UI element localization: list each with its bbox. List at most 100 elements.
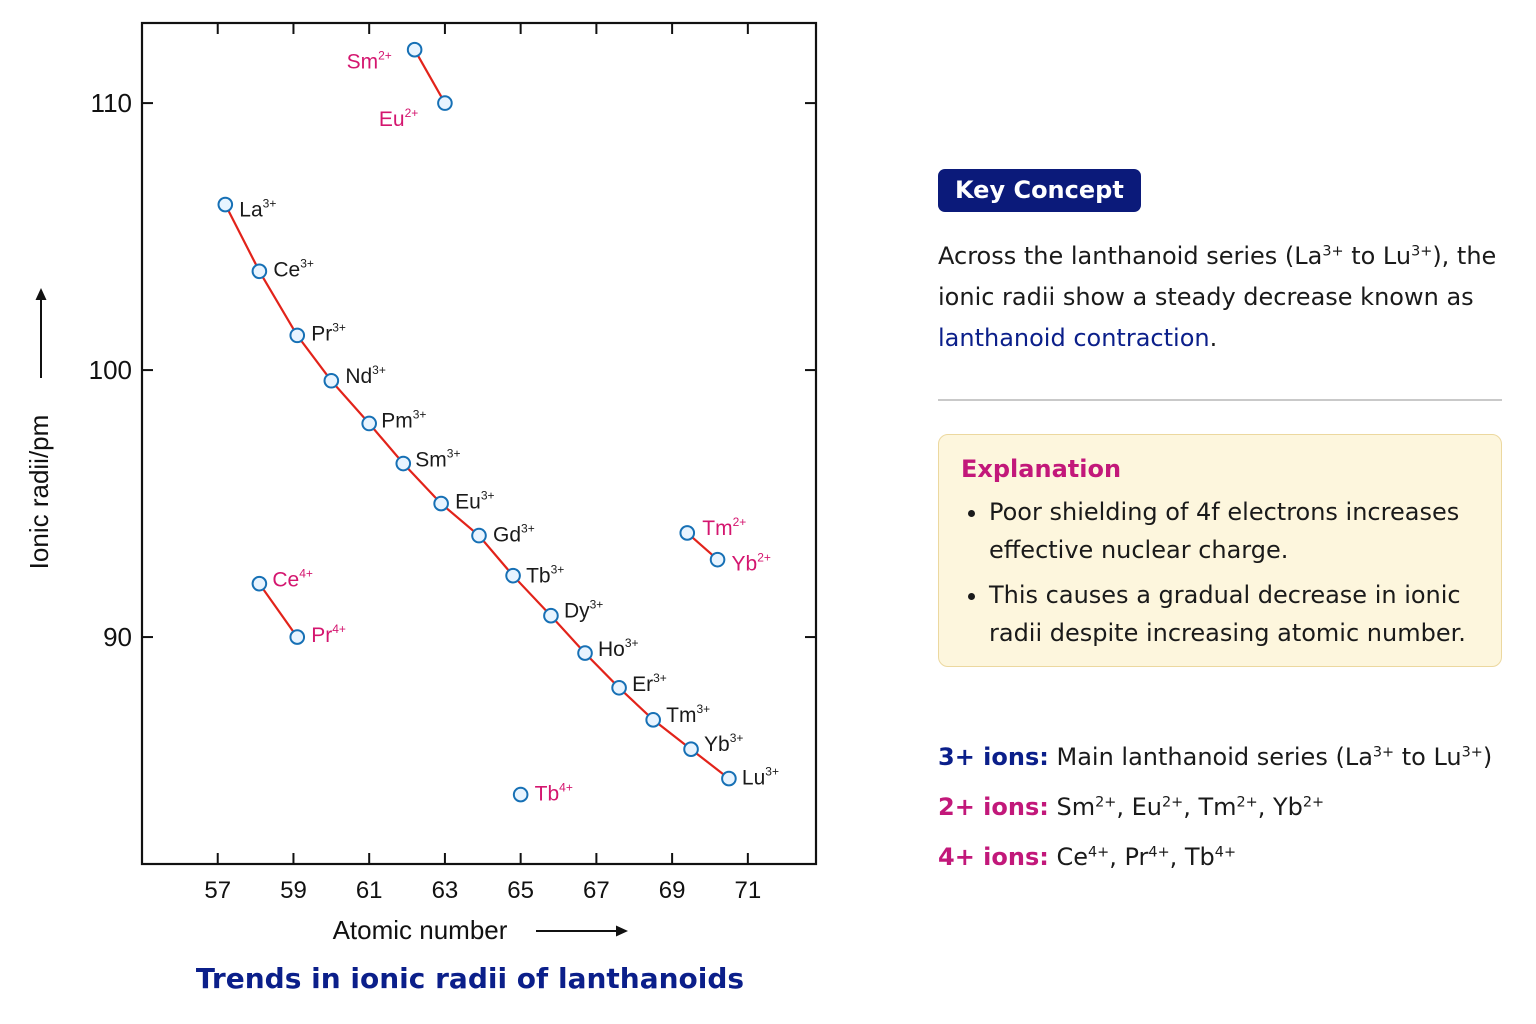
- legend-sup: 2+: [1302, 794, 1325, 811]
- point-label-3plus: La3+: [239, 197, 276, 222]
- point-label-3plus: Lu3+: [742, 765, 779, 790]
- x-tick-label: 71: [734, 877, 761, 904]
- legend-sup: 4+: [1148, 844, 1170, 861]
- data-point-3plus: [721, 770, 737, 787]
- data-point-3plus: [471, 527, 487, 544]
- legend-2plus-ions: 2+ ions: Sm2+, Eu2+, Tm2+, Yb2+: [938, 793, 1324, 821]
- lanthanoid-contraction-term: lanthanoid contraction: [938, 324, 1210, 352]
- key-concept-badge: Key Concept: [938, 169, 1141, 212]
- legend-text: , Eu: [1116, 793, 1162, 821]
- legend-text: , Tb: [1169, 843, 1215, 871]
- y-tick-label: 110: [91, 88, 132, 118]
- point-label-3plus: Ho3+: [598, 636, 639, 661]
- key-text-sup: 3+: [1322, 243, 1344, 260]
- legend-text: , Yb: [1257, 793, 1303, 821]
- legend-sup: 4+: [1214, 844, 1237, 861]
- point-label-3plus: Tb3+: [526, 563, 564, 588]
- point-label-4plus: Tb4+: [535, 781, 573, 806]
- data-point-2plus: [679, 525, 696, 541]
- data-point-3plus: [645, 712, 661, 728]
- series-line-2plus: [413, 49, 446, 104]
- point-label-4plus: Pr4+: [311, 622, 346, 647]
- point-label-3plus: Tm3+: [666, 702, 710, 727]
- point-label-3plus: Yb3+: [704, 731, 743, 756]
- legend-label: 3+ ions:: [938, 743, 1049, 771]
- data-point-3plus: [361, 415, 377, 432]
- data-point-4plus: [251, 575, 268, 592]
- x-axis-title: Atomic number: [333, 915, 508, 945]
- data-point-3plus: [543, 607, 559, 624]
- explanation-bullet: This causes a gradual decrease in ionic …: [989, 576, 1479, 652]
- key-text-part: .: [1209, 324, 1218, 352]
- legend-text: , Pr: [1109, 843, 1149, 871]
- data-point-2plus: [406, 41, 423, 58]
- point-label-3plus: Pm3+: [381, 407, 426, 432]
- legend-sup: 2+: [1095, 794, 1117, 811]
- series-lines: [224, 49, 730, 780]
- x-tick-label: 61: [356, 877, 383, 904]
- y-axis-arrow: [35, 288, 47, 378]
- legend-text: , Tm: [1183, 793, 1237, 821]
- x-tick-label: 65: [507, 877, 534, 904]
- y-tick-label: 90: [103, 622, 132, 652]
- point-label-2plus: Eu2+: [379, 106, 418, 131]
- data-point-3plus: [505, 567, 521, 584]
- data-point-3plus: [251, 263, 268, 280]
- data-point-3plus: [611, 679, 627, 696]
- data-point-4plus: [289, 629, 306, 645]
- y-axis-title: Ionic radii/pm: [24, 415, 54, 570]
- legend-text: Main lanthanoid series (La: [1048, 743, 1373, 771]
- point-label-3plus: Er3+: [632, 671, 667, 696]
- legend-label: 4+ ions:: [938, 843, 1049, 871]
- data-point-2plus: [709, 551, 726, 568]
- point-label-3plus: Nd3+: [345, 363, 386, 388]
- x-tick-label: 63: [432, 877, 459, 904]
- legend-sup: 3+: [1461, 744, 1483, 761]
- explanation-bullet: Poor shielding of 4f electrons increases…: [989, 493, 1479, 569]
- key-concept-text: Across the lanthanoid series (La3+ to Lu…: [938, 236, 1498, 359]
- section-divider: [938, 399, 1502, 401]
- data-point-3plus: [323, 372, 340, 389]
- x-tick-label: 67: [583, 877, 610, 904]
- data-point-2plus: [437, 95, 453, 111]
- point-labels: La3+ Ce3+ Pr3+ Nd3+ Pm3+ Sm3+ Eu3+ Gd3+ Tb3+Dy3+…: [239, 49, 779, 806]
- point-label-2plus: Sm2+: [347, 49, 392, 74]
- chart-axes: 57 59 61 63 65 67 69 71 90 100 110: [89, 21, 818, 904]
- chart-caption: Trends in ionic radii of lanthanoids: [195, 962, 745, 995]
- legend-3plus-ions: 3+ ions: Main lanthanoid series (La3+ to…: [938, 743, 1492, 771]
- data-point-4plus: [512, 786, 529, 803]
- point-label-3plus: Ce3+: [273, 256, 314, 281]
- legend-sup: 3+: [1372, 744, 1395, 761]
- key-text-part: Across the lanthanoid series (La: [938, 242, 1323, 270]
- legend-sup: 2+: [1161, 794, 1184, 811]
- legend-label: 2+ ions:: [938, 793, 1049, 821]
- ionic-radii-chart: 57 59 61 63 65 67 69 71 90 100 110 La3+ Ce3+ Pr3+ Nd3…: [24, 21, 818, 945]
- legend-text: ): [1482, 743, 1493, 771]
- y-tick-label: 100: [89, 355, 132, 385]
- explanation-title: Explanation: [961, 455, 1122, 483]
- legend-4plus-ions: 4+ ions: Ce4+, Pr4+, Tb4+: [938, 843, 1236, 871]
- point-label-4plus: Ce4+: [272, 567, 313, 592]
- legend-text: Sm: [1048, 793, 1096, 821]
- data-point-3plus: [577, 645, 593, 661]
- point-label-3plus: Dy3+: [564, 598, 603, 623]
- legend-text: to Lu: [1394, 743, 1462, 771]
- key-text-sup: 3+: [1411, 243, 1433, 260]
- data-point-3plus: [683, 741, 699, 757]
- plot-frame: [140, 21, 818, 866]
- x-tick-label: 69: [659, 877, 686, 904]
- series-line-4plus: [258, 583, 299, 638]
- point-label-2plus: Tm2+: [702, 515, 746, 540]
- point-label-3plus: Pr3+: [311, 320, 346, 345]
- key-text-part: ), the ionic radii show a steady decreas…: [938, 242, 1497, 311]
- x-tick-label: 59: [280, 877, 307, 904]
- data-point-3plus: [289, 327, 306, 344]
- explanation-box: Explanation Poor shielding of 4f electro…: [938, 434, 1502, 667]
- legend-sup: 2+: [1236, 794, 1258, 811]
- explanation-list: Poor shielding of 4f electrons increases…: [961, 493, 1479, 652]
- legend-text: Ce: [1048, 843, 1089, 871]
- data-point-3plus: [395, 455, 412, 472]
- x-axis-arrow: [536, 925, 628, 937]
- x-tick-label: 57: [204, 877, 231, 904]
- data-point-3plus: [217, 196, 234, 213]
